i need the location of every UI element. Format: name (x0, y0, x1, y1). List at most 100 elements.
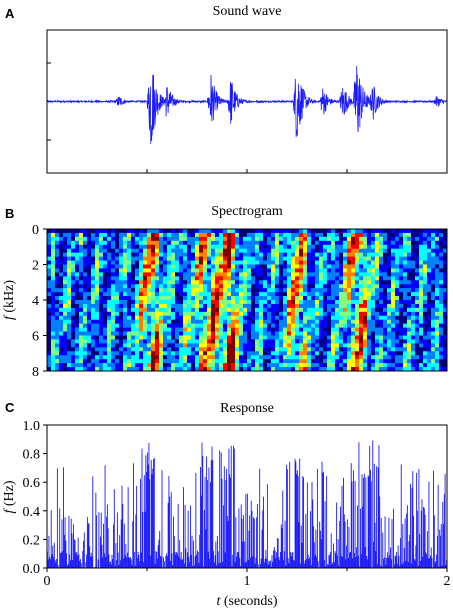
spectrogram-cell (227, 311, 232, 317)
spectrogram-cell (423, 363, 428, 368)
spectrogram-cell (339, 288, 344, 293)
spectrogram-cell (331, 367, 336, 372)
spectrogram-cell (359, 359, 364, 364)
spectrogram-cell (423, 331, 428, 336)
spectrogram-cell (311, 303, 316, 309)
spectrogram-cell (263, 252, 268, 257)
spectrogram-cell (355, 240, 360, 246)
spectrogram-cell (343, 300, 348, 305)
spectrogram-cell (255, 343, 260, 348)
spectrogram-cell (383, 268, 388, 273)
spectrogram-cell (79, 284, 84, 289)
spectrogram-cell (243, 303, 248, 309)
spectrogram-cell (247, 327, 252, 332)
spectrogram-cell (215, 248, 220, 253)
spectrogram-cell (319, 359, 324, 364)
spectrogram-cell (343, 335, 348, 340)
spectrogram-cell (271, 343, 276, 348)
spectrogram-cell (407, 307, 412, 313)
spectrogram-cell (143, 248, 148, 253)
spectrogram-cell (375, 296, 380, 301)
spectrogram-cell (323, 315, 328, 321)
spectrogram-cell (419, 260, 424, 265)
spectrogram-cell (135, 323, 140, 328)
spectrogram-cell (63, 363, 68, 368)
spectrogram-cell (127, 355, 132, 360)
spectrogram-cell (351, 351, 356, 356)
spectrogram-cell (327, 260, 332, 265)
spectrogram-cell (235, 363, 240, 368)
spectrogram-cell (259, 307, 264, 313)
spectrogram-cell (211, 315, 216, 321)
spectrogram-cell (123, 363, 128, 368)
spectrogram-cell (79, 260, 84, 265)
spectrogram-cell (163, 323, 168, 328)
spectrogram-cell (131, 339, 136, 344)
spectrogram-cell (223, 292, 228, 297)
spectrogram-cell (383, 367, 388, 372)
spectrogram-cell (267, 355, 272, 360)
spectrogram-cell (247, 244, 252, 250)
spectrogram-cell (443, 264, 448, 269)
spectrogram-cell (407, 288, 412, 293)
spectrogram-cell (131, 272, 136, 277)
spectrogram-cell (47, 276, 52, 281)
spectrogram-cell (331, 315, 336, 321)
spectrogram-cell (251, 292, 256, 297)
spectrogram-cell (55, 355, 60, 360)
spectrogram-cell (95, 351, 100, 356)
spectrogram-cell (367, 292, 372, 297)
spectrogram-cell (395, 272, 400, 277)
spectrogram-cell (123, 347, 128, 352)
spectrogram-cell (83, 311, 88, 317)
spectrogram-cell (327, 256, 332, 261)
spectrogram-cell (435, 232, 440, 238)
spectrogram-cell (339, 347, 344, 352)
spectrogram-cell (91, 256, 96, 261)
spectrogram-cell (275, 236, 280, 242)
spectrogram-cell (251, 300, 256, 305)
spectrogram-cell (319, 232, 324, 238)
spectrogram-cell (311, 343, 316, 348)
spectrogram-cell (367, 229, 372, 234)
spectrogram-cell (63, 256, 68, 261)
spectrogram-cell (403, 303, 408, 309)
spectrogram-cell (119, 307, 124, 313)
spectrogram-cell (159, 232, 164, 238)
spectrogram-cell (103, 272, 108, 277)
spectrogram-cell (439, 359, 444, 364)
spectrogram-cell (307, 236, 312, 242)
spectrogram-cell (227, 252, 232, 257)
panel-b-y-tick-label-1: 2 (32, 259, 39, 274)
spectrogram-cell (319, 264, 324, 269)
spectrogram-cell (347, 240, 352, 246)
spectrogram-cell (99, 307, 104, 313)
spectrogram-cell (55, 363, 60, 368)
spectrogram-cell (347, 339, 352, 344)
spectrogram-cell (443, 240, 448, 246)
spectrogram-cell (399, 268, 404, 273)
spectrogram-cell (231, 347, 236, 352)
spectrogram-cell (143, 315, 148, 321)
spectrogram-cell (263, 363, 268, 368)
spectrogram-cell (263, 319, 268, 324)
spectrogram-cell (171, 359, 176, 364)
spectrogram-cell (147, 351, 152, 356)
spectrogram-cell (227, 331, 232, 336)
spectrogram-cell (107, 260, 112, 265)
spectrogram-cell (51, 260, 56, 265)
spectrogram-cell (187, 284, 192, 289)
spectrogram-cell (351, 303, 356, 309)
spectrogram-cell (183, 244, 188, 250)
spectrogram-cell (299, 240, 304, 246)
spectrogram-cell (279, 351, 284, 356)
spectrogram-cell (375, 327, 380, 332)
spectrogram-cell (367, 307, 372, 313)
spectrogram-cell (415, 315, 420, 321)
spectrogram-cell (423, 335, 428, 340)
spectrogram-cell (87, 260, 92, 265)
spectrogram-cell (91, 311, 96, 317)
spectrogram-cell (175, 256, 180, 261)
spectrogram-cell (411, 236, 416, 242)
spectrogram-cell (203, 268, 208, 273)
